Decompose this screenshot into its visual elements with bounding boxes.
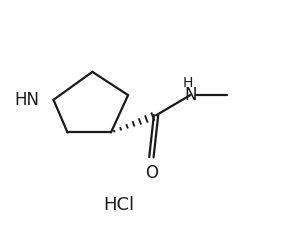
Text: HCl: HCl (103, 196, 134, 214)
Text: N: N (184, 86, 196, 104)
Text: H: H (183, 76, 193, 90)
Text: HN: HN (15, 91, 40, 109)
Text: O: O (145, 164, 158, 182)
